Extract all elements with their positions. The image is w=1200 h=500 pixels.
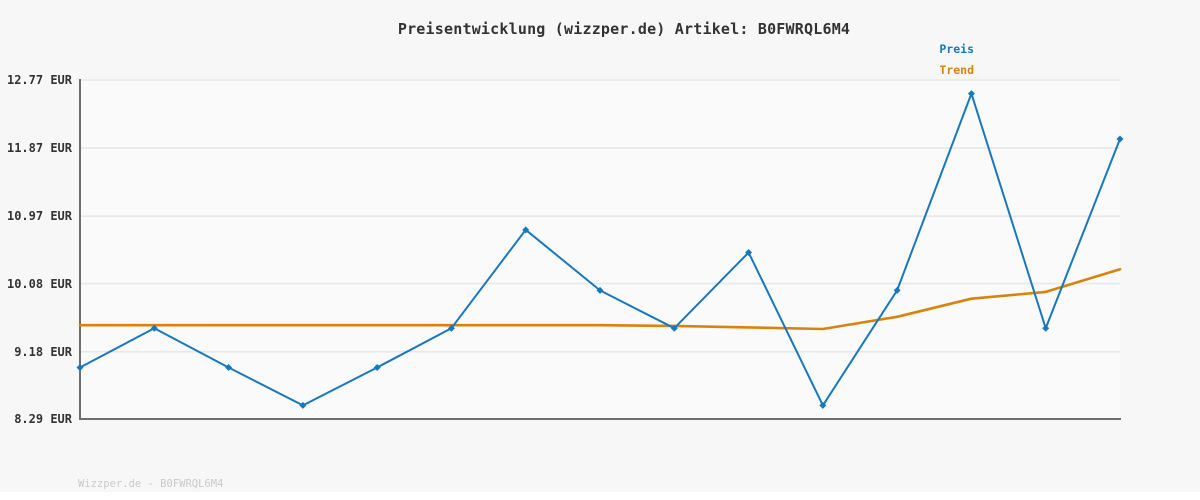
data-point-marker	[150, 324, 158, 332]
data-point-marker	[745, 249, 753, 257]
data-point-marker	[76, 364, 84, 372]
data-point-marker	[1042, 324, 1050, 332]
chart-legend: Preis Trend	[939, 39, 974, 81]
data-point-marker	[373, 364, 381, 372]
data-point-marker	[819, 401, 827, 409]
data-point-marker	[225, 364, 233, 372]
legend-item-trend: Trend	[939, 63, 974, 77]
data-point-marker	[670, 324, 678, 332]
y-tick-label: 11.87 EUR	[6, 141, 72, 156]
chart-title: Preisentwicklung (wizzper.de) Artikel: B…	[397, 20, 851, 38]
footer-strip	[0, 492, 1200, 500]
watermark: Wizzper.de - B0FWRQL6M4	[78, 478, 224, 490]
y-tick-label: 10.08 EUR	[6, 276, 72, 291]
data-point-marker	[447, 324, 455, 332]
data-point-marker	[522, 226, 530, 234]
legend-item-preis: Preis	[939, 42, 974, 56]
data-point-marker	[596, 286, 604, 294]
plot-background	[81, 80, 1120, 419]
data-point-marker	[893, 286, 901, 294]
y-tick-label: 12.77 EUR	[6, 73, 72, 87]
y-axis-labels: 12.77 EUR 11.87 EUR 10.97 EUR 10.08 EUR 9.18…	[0, 0, 72, 500]
data-point-marker	[967, 90, 975, 98]
y-tick-label: 10.97 EUR	[6, 209, 72, 224]
data-point-marker	[299, 401, 307, 409]
y-tick-label: 9.18 EUR	[14, 344, 72, 359]
y-tick-label: 8.29 EUR	[14, 412, 72, 426]
series-line-trend	[78, 267, 1122, 331]
data-point-marker	[1116, 135, 1124, 143]
